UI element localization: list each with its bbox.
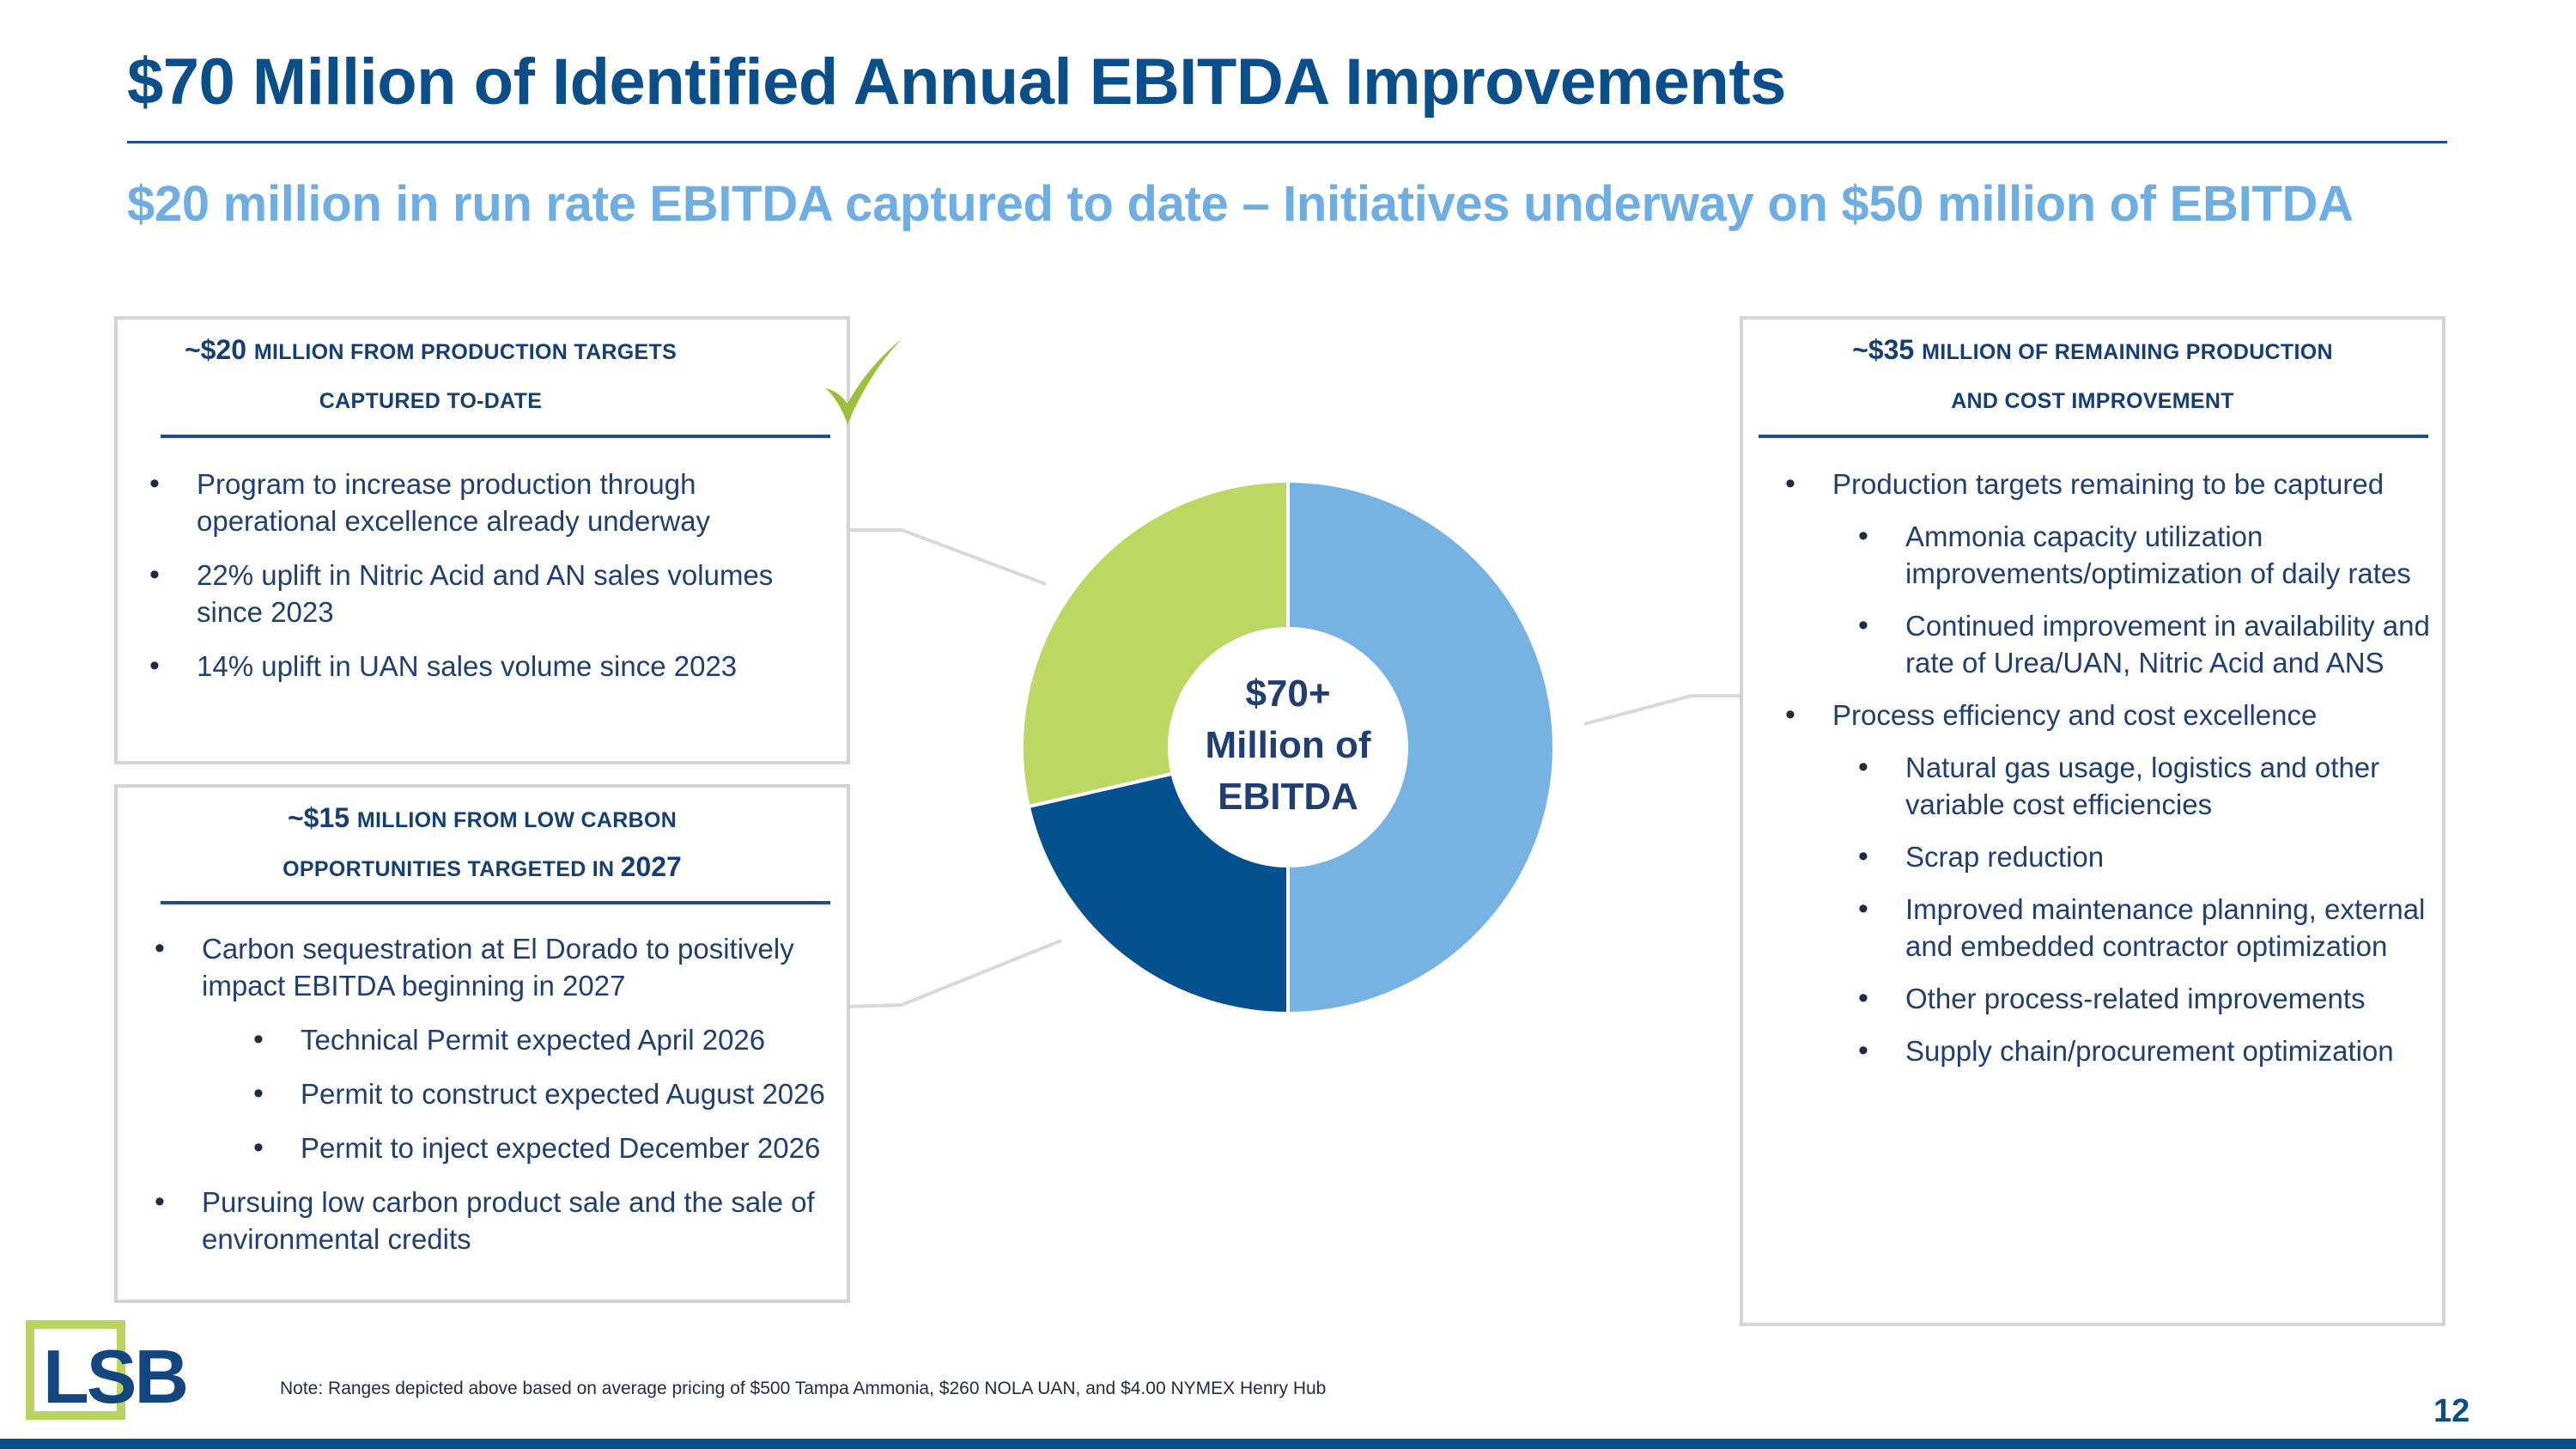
heading-amount: ~$15 [287,802,357,833]
sub-bullet-item: Continued improvement in availability an… [1858,607,2433,681]
page-number: 12 [2433,1393,2470,1429]
sub-bullet-item: Permit to construct expected August 2026 [253,1075,829,1112]
panel-low-carbon-heading: ~$15 Million from Low carbon opportuniti… [118,788,847,892]
company-logo: LSB [43,1334,189,1419]
bullet-item: Process efficiency and cost excellence [1785,697,2433,734]
connector-bottom-left [847,939,1062,1008]
sub-bullet-item: Ammonia capacity utilization improvement… [1858,518,2433,592]
sub-bullet-item: Technical Permit expected April 2026 [253,1021,829,1058]
page-subtitle: $20 million in run rate EBITDA captured … [127,176,2354,232]
panel-low-carbon: ~$15 Million from Low carbon opportuniti… [114,784,850,1303]
donut-slice-3 [1020,478,1290,809]
heading-text-line2: Captured To-Date [319,389,543,413]
sub-bullet-item: Improved maintenance planning, external … [1858,891,2433,965]
bullet-item: Carbon sequestration at El Dorado to pos… [155,930,829,1004]
connector-right [1583,694,1740,726]
heading-year: 2027 [620,851,682,882]
heading-text: Million of Remaining Production [1922,340,2333,364]
footer-bar [0,1439,2576,1449]
connector-top-left [848,528,1047,586]
panel-heading-rule [1759,435,2428,438]
panel-production-captured-bullets: Program to increase production through o… [149,466,823,685]
donut-slice-2 [1026,771,1290,1016]
bullet-item: 22% uplift in Nitric Acid and AN sales v… [149,557,823,630]
company-logo-frame [26,1320,125,1420]
panel-heading-rule [161,435,830,438]
panel-low-carbon-bullets: Carbon sequestration at El Dorado to pos… [155,930,829,1257]
title-divider [127,141,2447,143]
heading-text: Million from Low carbon [356,808,677,832]
panel-heading-rule [161,901,830,904]
ebitda-donut-chart: $70+ Million of EBITDA [1020,478,1556,1016]
bullet-item: Pursuing low carbon product sale and the… [155,1184,829,1257]
sub-bullet-item: Natural gas usage, logistics and other v… [1858,749,2433,823]
heading-text-line2: and Cost Improvement [1951,389,2234,413]
bullet-item: Program to increase production through o… [149,466,823,539]
sub-bullet-item: Scrap reduction [1858,838,2433,875]
panel-production-captured: ~$20 Million from Production Targets Cap… [114,316,902,764]
center-label-line: Million of [1205,724,1370,766]
donut-slice-1 [1286,478,1556,1016]
panel-remaining-improvement: ~$35 Million of Remaining Production and… [1740,316,2445,1326]
heading-text-line2: opportunities Targeted in [283,857,621,881]
sub-bullet-item: Permit to inject expected December 2026 [253,1129,829,1166]
panel-remaining-heading: ~$35 Million of Remaining Production and… [1743,320,2442,424]
bullet-item: Production targets remaining to be captu… [1785,466,2433,502]
center-label-line: $70+ [1245,673,1330,715]
sub-bullet-item: Other process-related improvements [1858,980,2433,1017]
check-icon [825,338,902,424]
heading-amount: ~$20 [184,334,254,365]
sub-bullet-item: Supply chain/procurement optimization [1858,1032,2433,1069]
panel-remaining-bullets: Production targets remaining to be captu… [1785,466,2433,1069]
page-title: $70 Million of Identified Annual EBITDA … [127,46,1786,119]
footnote: Note: Ranges depicted above based on ave… [280,1379,1327,1398]
panel-production-captured-heading: ~$20 Million from Production Targets Cap… [118,320,847,424]
heading-amount: ~$35 [1852,334,1923,365]
heading-text: Million from Production Targets [253,340,677,364]
bullet-item: 14% uplift in UAN sales volume since 202… [149,648,823,685]
center-label-line: EBITDA [1218,776,1358,818]
